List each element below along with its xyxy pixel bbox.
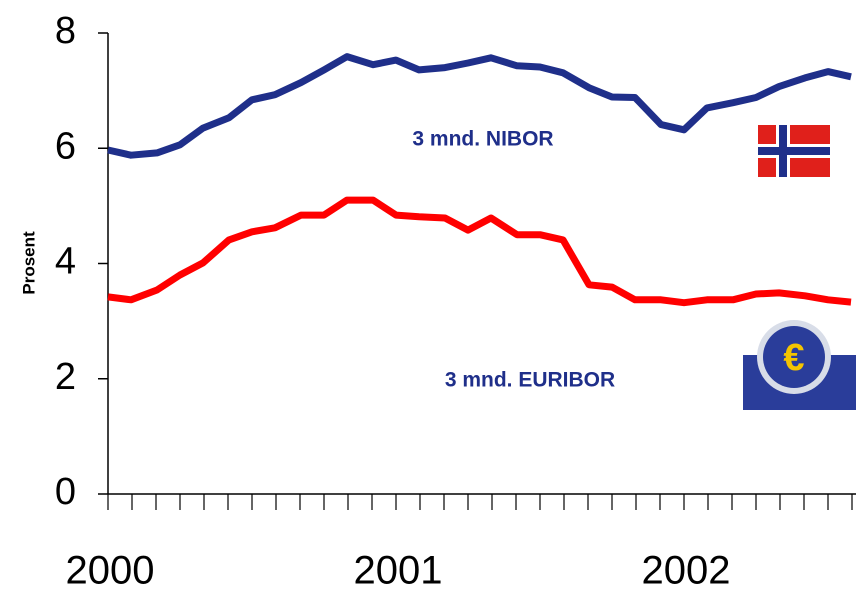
- y-tick-label: 0: [55, 471, 76, 513]
- y-tick-label: 8: [55, 10, 76, 52]
- y-axis-label: Prosent: [19, 231, 38, 295]
- svg-text:€: €: [783, 337, 804, 379]
- y-tick-label: 4: [55, 241, 76, 283]
- x-tick-label: 2000: [66, 549, 155, 593]
- norway-flag: [758, 125, 830, 177]
- x-tick-label: 2002: [642, 549, 731, 593]
- ecb-logo: €: [743, 320, 856, 410]
- annotation: 3 mnd. NIBOR: [412, 128, 553, 151]
- annotation: 3 mnd. EURIBOR: [445, 369, 615, 392]
- data-line: [107, 53, 852, 159]
- x-tick-label: 2001: [354, 549, 443, 593]
- data-line: [107, 196, 852, 307]
- y-tick-label: 6: [55, 125, 76, 167]
- y-tick-label: 2: [55, 356, 76, 398]
